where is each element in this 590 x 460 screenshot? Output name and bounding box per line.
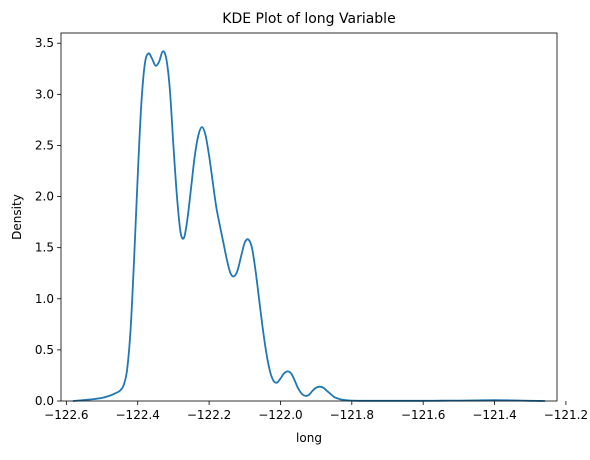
y-tick-label: 1.0 <box>35 292 54 306</box>
y-tick-label: 2.0 <box>35 190 54 204</box>
x-tick-label: −122.4 <box>116 408 160 422</box>
y-axis-label: Density <box>10 194 24 240</box>
x-tick-label: −122.2 <box>187 408 231 422</box>
x-tick-label: −122.6 <box>44 408 88 422</box>
y-tick-label: 3.5 <box>35 36 54 50</box>
x-ticks: −122.6 −122.4 −122.2 −122.0 −121.8 −121.6 −121… <box>44 401 588 422</box>
y-tick-label: 3.0 <box>35 87 54 101</box>
axes-frame <box>60 32 558 402</box>
x-tick-label: −121.2 <box>544 408 588 422</box>
y-tick-label: 0.5 <box>35 343 54 357</box>
y-tick-label: 2.5 <box>35 138 54 152</box>
y-tick-label: 0.0 <box>35 394 54 408</box>
plot-area <box>61 33 557 401</box>
x-tick-label: −121.4 <box>472 408 516 422</box>
x-tick-label: −121.6 <box>401 408 445 422</box>
chart-title: KDE Plot of long Variable <box>222 11 395 27</box>
y-tick-label: 1.5 <box>35 241 54 255</box>
x-tick-label: −122.0 <box>258 408 302 422</box>
x-tick-label: −121.8 <box>330 408 374 422</box>
y-ticks: 0.0 0.5 1.0 1.5 2.0 2.5 3.0 3.5 <box>35 36 61 408</box>
x-axis-label: long <box>296 431 322 445</box>
